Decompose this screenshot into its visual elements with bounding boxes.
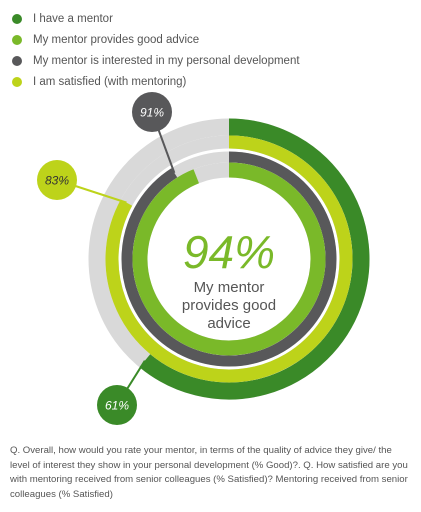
center-caption-line: provides good <box>182 297 276 314</box>
ring-good-advice-bar <box>132 162 326 356</box>
legend-swatch <box>12 13 22 24</box>
legend-swatch <box>12 34 22 45</box>
survey-question-footnote: Q. Overall, how would you rate your ment… <box>10 445 408 500</box>
center-caption-line: advice <box>207 315 250 332</box>
ring-have-mentor-bar <box>139 118 370 400</box>
legend-swatch <box>12 76 22 87</box>
chart-legend: I have a mentor My mentor provides good … <box>12 8 300 92</box>
legend-label: My mentor provides good advice <box>33 33 200 46</box>
legend-item-have-mentor: I have a mentor <box>12 8 300 29</box>
legend-swatch <box>12 55 22 66</box>
ring-personal-development-bar <box>121 151 337 367</box>
ring-satisfied-value-badge <box>37 160 77 200</box>
ring-satisfied-value-label: 83% <box>45 174 69 188</box>
legend-label: I have a mentor <box>33 12 113 25</box>
ring-have-mentor-value-label: 61% <box>105 399 129 413</box>
legend-item-satisfied: I am satisfied (with mentoring) <box>12 71 300 92</box>
center-value-label: 94% <box>183 226 275 278</box>
legend-item-good-advice: My mentor provides good advice <box>12 29 300 50</box>
legend-label: My mentor is interested in my personal d… <box>33 54 300 67</box>
ring-personal-development-value-badge <box>132 92 172 132</box>
legend-item-personal-development: My mentor is interested in my personal d… <box>12 50 300 71</box>
ring-have-mentor-value-badge <box>97 385 137 425</box>
ring-satisfied-bar <box>105 135 353 383</box>
legend-label: I am satisfied (with mentoring) <box>33 75 187 88</box>
ring-personal-development-value-label: 91% <box>140 106 164 120</box>
center-caption-line: My mentor <box>194 279 265 296</box>
